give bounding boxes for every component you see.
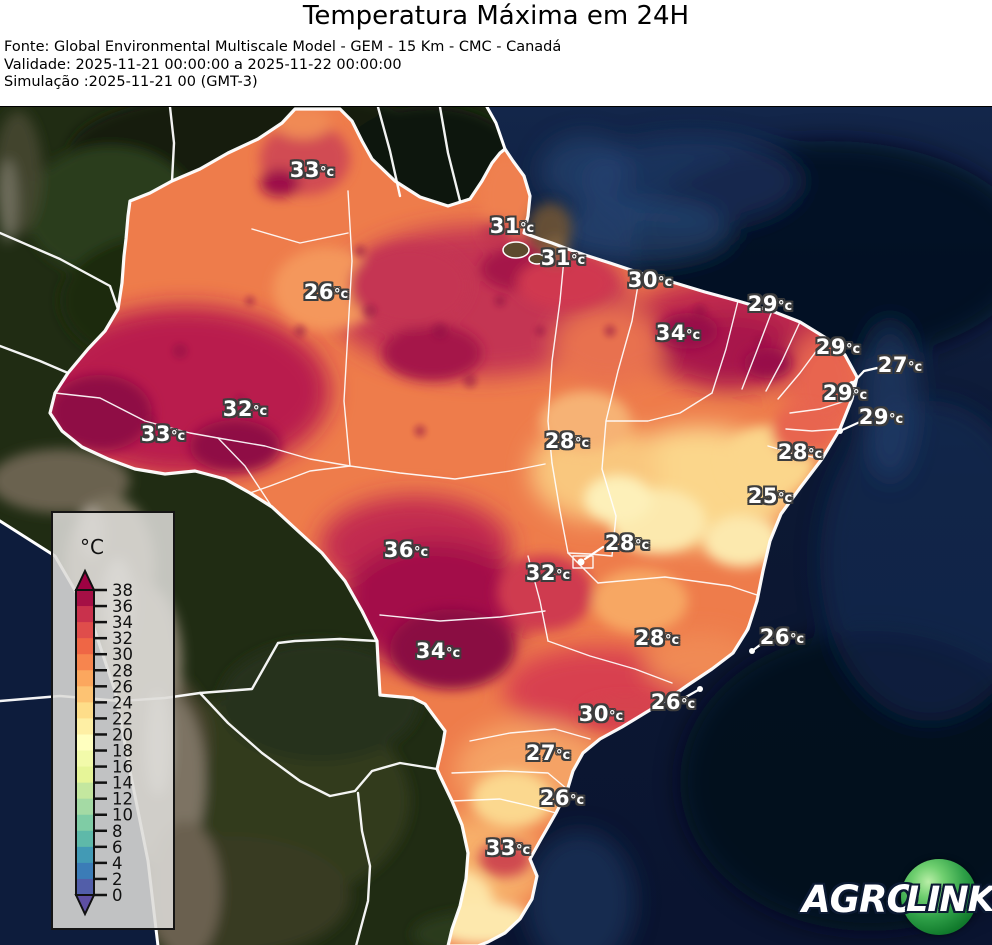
temperature-label: 33°c (289, 158, 335, 183)
colorbar-tick-label: 6 (112, 838, 123, 857)
header-meta: Fonte: Global Environmental Multiscale M… (4, 39, 561, 92)
header: Temperatura Máxima em 24H Fonte: Global … (0, 0, 992, 106)
colorbar-tick-label: 10 (112, 806, 133, 825)
colorbar-tick-label: 30 (112, 645, 133, 664)
colorbar-tick-label: 18 (112, 742, 133, 761)
colorbar-tick-label: 20 (112, 725, 133, 744)
colorbar-tick-label: 8 (112, 822, 123, 841)
temperature-label: 26°c (759, 625, 805, 650)
colorbar-tick-label: 2 (112, 870, 123, 889)
source-line: Fonte: Global Environmental Multiscale M… (4, 39, 562, 55)
temperature-label: 27°c (877, 353, 923, 378)
temperature-label: 31°c (489, 214, 535, 239)
city-markers (577, 381, 855, 692)
temperature-labels-layer: 33°c 31°c 31°c 30°c 26°c 29°c 34°c 29°c 27°c 29°c… (0, 107, 992, 945)
temperature-label: 29°c (815, 335, 861, 360)
temperature-label: 36°c (383, 538, 429, 563)
colorbar-tick-label: 12 (112, 790, 133, 809)
temperature-label: 28°c (544, 429, 590, 454)
colorbar-tick-label: 26 (112, 677, 133, 696)
logo-globe-icon (901, 859, 977, 935)
temperature-label: 25°c (747, 484, 793, 509)
colorbar-tick-label: 32 (112, 629, 133, 648)
colorbar-legend: °C 38 36 34 32 30 28 26 24 22 20 18 16 14 12 10 8 6 4 2 0 (51, 511, 175, 930)
temperature-label: 28°c (634, 626, 680, 651)
colorbar-tick-label: 16 (112, 758, 133, 777)
temperature-label: 28°c (604, 531, 650, 556)
temperature-label: 26°c (303, 280, 349, 305)
temperature-label: 32°c (222, 397, 268, 422)
colorbar-tick-label: 28 (112, 661, 133, 680)
temperature-label: 26°c (650, 690, 696, 715)
temperature-label: 33°c (485, 836, 531, 861)
colorbar-tick-label: 38 (112, 581, 133, 600)
map-canvas: 33°c 31°c 31°c 30°c 26°c 29°c 34°c 29°c 27°c 29°c… (0, 106, 992, 945)
label-leader-lines (583, 366, 879, 699)
temperature-label: 34°c (655, 321, 701, 346)
logo-text-agro: AGRO (802, 878, 918, 921)
logo-text-link: LINK (906, 880, 992, 920)
temperature-label: 26°c (539, 786, 585, 811)
temperature-label: 27°c (525, 741, 571, 766)
brasilia-marker (577, 558, 585, 566)
agrolink-logo: AGRO LINK (800, 851, 992, 939)
delta-island (528, 253, 546, 265)
marajo-island (502, 241, 530, 259)
colorbar-tick-label: 4 (112, 854, 123, 873)
temperature-label: 31°c (540, 246, 586, 271)
temperature-label: 29°c (822, 381, 868, 406)
temperature-label: 30°c (627, 268, 673, 293)
validity-line: Validade: 2025-11-21 00:00:00 a 2025-11-… (4, 56, 402, 73)
colorbar-tick-label: 22 (112, 709, 133, 728)
temperature-label: 34°c (415, 639, 461, 664)
temperature-label: 33°c (140, 422, 186, 447)
state-borders (54, 190, 853, 814)
colorbar-tick-label: 36 (112, 597, 133, 616)
page-title: Temperatura Máxima em 24H (302, 1, 690, 31)
temperature-label: 28°c (777, 440, 823, 465)
temperature-label: 30°c (578, 702, 624, 727)
temperature-label: 32°c (525, 561, 571, 586)
colorbar-tick-label: 24 (112, 693, 133, 712)
colorbar-title: °C (80, 535, 104, 559)
simulation-line: Simulação :2025-11-21 00 (GMT-3) (4, 74, 258, 90)
temperature-label: 29°c (747, 292, 793, 317)
colorbar-tick-label: 0 (112, 886, 123, 905)
satellite-map-image (0, 107, 992, 945)
colorbar-tick-label: 14 (112, 774, 133, 793)
temperature-label: 29°c (858, 405, 904, 430)
colorbar-tick-label: 34 (112, 613, 133, 632)
